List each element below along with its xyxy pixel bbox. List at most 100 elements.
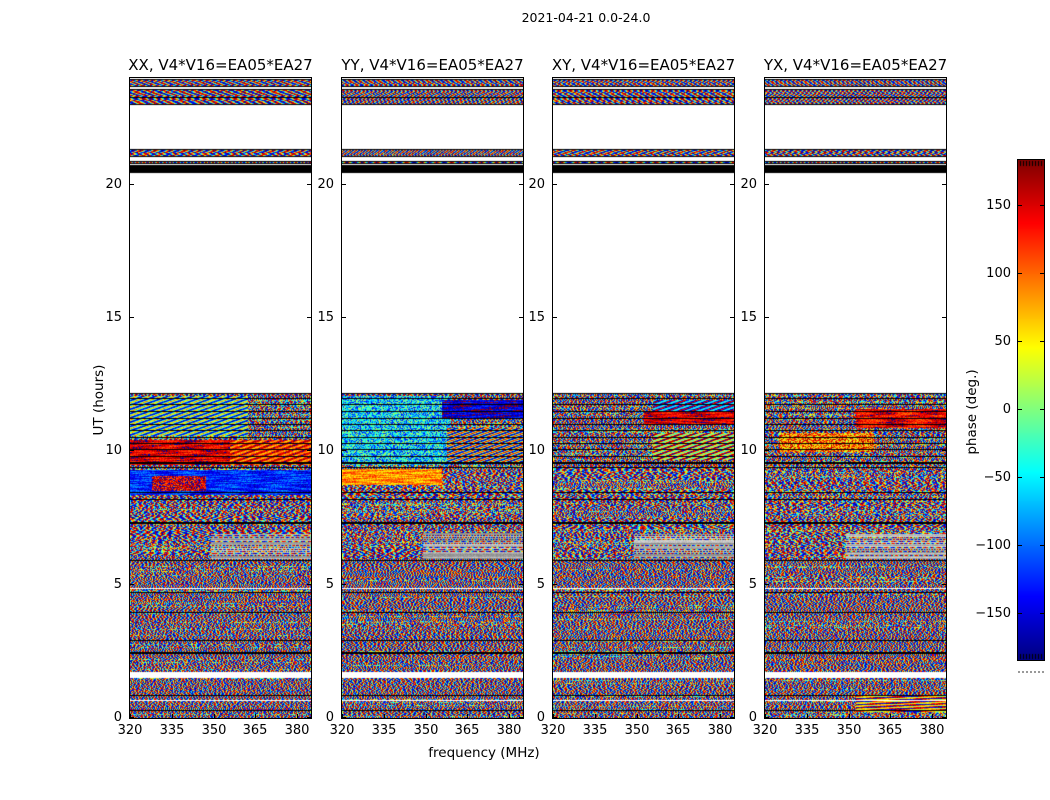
y-tick-mark xyxy=(130,184,134,185)
y-tick-mark xyxy=(765,584,769,585)
y-tick-mark xyxy=(553,184,557,185)
colorbar-tick-mark xyxy=(1040,613,1044,614)
colorbar-tick-label: −50 xyxy=(983,470,1011,485)
y-tick-mark xyxy=(942,317,946,318)
y-tick-mark xyxy=(307,317,311,318)
x-tick-mark xyxy=(890,714,891,718)
panel-title-xx: XX, V4*V16=EA05*EA27 xyxy=(128,56,313,74)
y-tick-label: 0 xyxy=(113,710,122,725)
y-tick-label: 10 xyxy=(740,443,757,458)
y-tick-mark xyxy=(342,717,346,718)
x-tick-mark xyxy=(849,714,850,718)
y-tick-mark xyxy=(553,717,557,718)
y-tick-mark xyxy=(130,584,134,585)
y-tick-mark xyxy=(730,184,734,185)
y-tick-mark xyxy=(519,450,523,451)
heatmap-canvas-xy xyxy=(553,78,734,718)
x-tick-mark xyxy=(765,714,766,718)
colorbar-gradient xyxy=(1018,160,1044,660)
x-tick-label: 380 xyxy=(284,723,310,738)
colorbar-tick-mark xyxy=(1018,409,1022,410)
x-tick-label: 365 xyxy=(877,723,903,738)
x-tick-label: 320 xyxy=(329,723,355,738)
x-tick-mark xyxy=(342,714,343,718)
heatmap-panel-yx xyxy=(764,77,947,719)
x-tick-mark xyxy=(255,714,256,718)
x-tick-label: 350 xyxy=(201,723,227,738)
x-tick-mark xyxy=(932,714,933,718)
colorbar-tick-mark xyxy=(1018,341,1022,342)
y-tick-label: 15 xyxy=(528,310,545,325)
y-tick-mark xyxy=(730,584,734,585)
x-tick-label: 365 xyxy=(665,723,691,738)
y-tick-mark xyxy=(130,717,134,718)
x-tick-mark xyxy=(509,714,510,718)
colorbar-dotted-edge xyxy=(1018,671,1044,673)
colorbar-tick-label: 50 xyxy=(994,334,1011,349)
y-tick-mark xyxy=(765,317,769,318)
y-tick-label: 20 xyxy=(528,177,545,192)
y-tick-label: 5 xyxy=(536,577,545,592)
y-tick-label: 20 xyxy=(740,177,757,192)
y-tick-mark xyxy=(730,317,734,318)
y-tick-mark xyxy=(130,317,134,318)
figure-title: 2021-04-21 0.0-24.0 xyxy=(521,10,651,25)
x-tick-mark xyxy=(426,714,427,718)
x-tick-label: 335 xyxy=(582,723,608,738)
y-tick-label: 10 xyxy=(105,443,122,458)
y-tick-mark xyxy=(342,184,346,185)
y-tick-mark xyxy=(942,584,946,585)
x-tick-label: 335 xyxy=(794,723,820,738)
heatmap-canvas-xx xyxy=(130,78,311,718)
y-tick-mark xyxy=(342,450,346,451)
y-tick-mark xyxy=(765,717,769,718)
x-tick-label: 320 xyxy=(752,723,778,738)
heatmap-panel-xy xyxy=(552,77,735,719)
y-tick-label: 0 xyxy=(748,710,757,725)
colorbar-tick-mark xyxy=(1040,545,1044,546)
y-tick-mark xyxy=(553,584,557,585)
y-tick-label: 5 xyxy=(748,577,757,592)
colorbar-tick-mark xyxy=(1018,205,1022,206)
x-tick-label: 380 xyxy=(496,723,522,738)
heatmap-canvas-yx xyxy=(765,78,946,718)
y-tick-mark xyxy=(553,450,557,451)
colorbar-tick-mark xyxy=(1018,613,1022,614)
panel-title-xy: XY, V4*V16=EA05*EA27 xyxy=(551,56,736,74)
x-tick-label: 380 xyxy=(919,723,945,738)
colorbar-tick-label: 0 xyxy=(1002,402,1011,417)
x-tick-label: 380 xyxy=(707,723,733,738)
colorbar-tick-mark xyxy=(1040,205,1044,206)
x-tick-label: 335 xyxy=(371,723,397,738)
x-tick-mark xyxy=(807,714,808,718)
y-tick-label: 5 xyxy=(113,577,122,592)
y-tick-mark xyxy=(130,450,134,451)
heatmap-panel-xx xyxy=(129,77,312,719)
y-tick-label: 20 xyxy=(105,177,122,192)
y-tick-mark xyxy=(519,317,523,318)
y-tick-mark xyxy=(307,450,311,451)
y-tick-mark xyxy=(765,184,769,185)
x-tick-mark xyxy=(467,714,468,718)
colorbar-tick-label: 150 xyxy=(986,198,1011,213)
y-tick-mark xyxy=(730,717,734,718)
colorbar-tick-mark xyxy=(1018,477,1022,478)
y-tick-mark xyxy=(342,317,346,318)
x-tick-label: 320 xyxy=(117,723,143,738)
colorbar-tick-mark xyxy=(1040,341,1044,342)
panel-title-yx: YX, V4*V16=EA05*EA27 xyxy=(763,56,948,74)
y-tick-label: 0 xyxy=(536,710,545,725)
y-tick-mark xyxy=(519,584,523,585)
y-tick-mark xyxy=(307,717,311,718)
y-tick-mark xyxy=(765,450,769,451)
x-tick-mark xyxy=(297,714,298,718)
x-tick-label: 350 xyxy=(624,723,650,738)
colorbar-tick-mark xyxy=(1040,273,1044,274)
y-tick-label: 20 xyxy=(317,177,334,192)
x-tick-label: 365 xyxy=(454,723,480,738)
y-tick-mark xyxy=(730,450,734,451)
y-tick-label: 15 xyxy=(740,310,757,325)
x-tick-mark xyxy=(678,714,679,718)
y-tick-mark xyxy=(342,584,346,585)
x-tick-mark xyxy=(172,714,173,718)
